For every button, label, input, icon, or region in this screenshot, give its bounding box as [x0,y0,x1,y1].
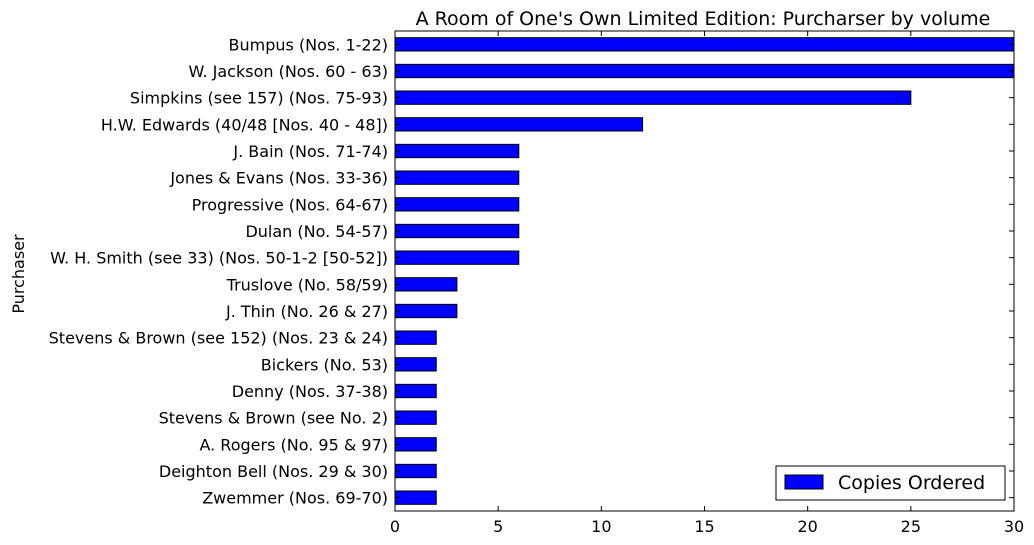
y-tick-labels: Bumpus (Nos. 1-22) W. Jackson (Nos. 60 - … [49,35,1014,508]
bar [394,170,520,185]
bar [394,250,520,265]
x-tick-label: 10 [591,517,611,536]
bars-group [394,37,1015,505]
y-tick-label: W. Jackson (Nos. 60 - 63) [188,62,388,81]
y-tick-label: Progressive (Nos. 64-67) [192,195,388,214]
y-tick-label: Dulan (No. 54-57) [245,222,388,241]
bar [394,143,520,159]
y-tick-label: Jones & Evans (Nos. 33-36) [169,169,388,188]
y-tick-label: A. Rogers (No. 95 & 97) [199,435,388,454]
legend-swatch [784,474,824,490]
bar [394,383,437,399]
y-tick-label: Denny (Nos. 37-38) [232,382,388,401]
bar [394,357,437,372]
y-tick-label: H.W. Edwards (40/48 [Nos. 40 - 48]) [101,115,388,134]
bar [394,410,437,425]
bar [394,490,437,505]
chart-title: A Room of One's Own Limited Edition: Pur… [416,8,991,30]
bar [394,197,520,212]
legend: Copies Ordered [775,465,1006,501]
y-tick-label: W. H. Smith (see 33) (Nos. 50-1-2 [50-52… [50,249,388,268]
bar [394,277,458,292]
y-tick-label: Zwemmer (Nos. 69-70) [202,489,388,508]
y-tick-label: Bickers (No. 53) [261,355,388,374]
y-tick-label: Deighton Bell (Nos. 29 & 30) [159,462,388,481]
x-tick-label: 25 [901,517,921,536]
x-axis: 0 5 10 15 20 25 30 [390,31,1024,536]
x-tick-label: 0 [390,517,400,536]
bar [394,37,1015,52]
y-tick-label: Stevens & Brown (see 152) (Nos. 23 & 24) [49,329,388,348]
bar [394,223,520,239]
y-tick-label: J. Thin (No. 26 & 27) [225,302,388,321]
y-tick-label: Simpkins (see 157) (Nos. 75-93) [130,89,388,108]
y-axis-label: Purchaser [9,234,28,314]
y-tick-label: J. Bain (Nos. 71-74) [232,142,388,161]
x-tick-label: 5 [493,517,503,536]
bar [394,117,644,132]
plot-frame [394,30,1015,512]
y-tick-label: Truslove (No. 58/59) [226,275,388,294]
x-tick-label: 30 [1004,517,1024,536]
bar [394,330,437,345]
x-tick-label: 20 [797,517,817,536]
y-tick-label: Bumpus (Nos. 1-22) [229,35,388,54]
bar [394,63,1015,79]
y-tick-label: Stevens & Brown (see No. 2) [159,409,388,428]
legend-label: Copies Ordered [838,472,985,494]
bar [394,303,458,319]
bar [394,437,437,452]
x-tick-label: 15 [694,517,714,536]
bar [394,463,437,479]
bar [394,90,912,105]
